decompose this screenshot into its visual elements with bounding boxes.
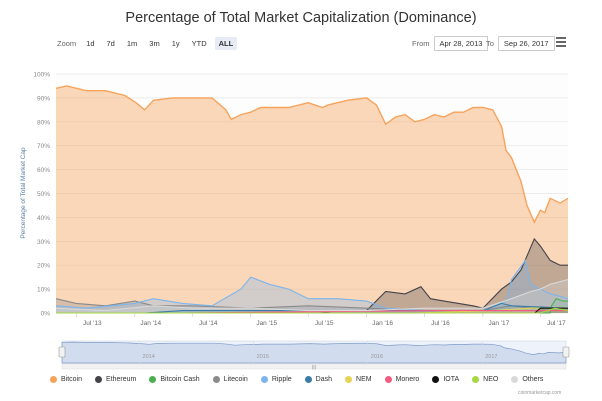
zoom-1m-button[interactable]: 1m — [126, 38, 138, 48]
y-tick-label: 30% — [37, 239, 50, 246]
legend-label: Bitcoin — [61, 376, 83, 383]
zoom-1y-button[interactable]: 1y — [171, 38, 180, 48]
range-to: To Sep 26, 2017 — [486, 35, 555, 51]
legend-item-neo[interactable]: NEO — [472, 376, 498, 383]
range-from-label: From — [412, 38, 430, 48]
legend-item-monero[interactable]: Monero — [384, 376, 420, 383]
y-tick-label: 40% — [37, 215, 50, 222]
legend-marker-icon — [50, 376, 57, 383]
zoom-3m-button[interactable]: 3m — [149, 38, 160, 48]
y-axis-ticks: 0% 10% 20% 30% 40% 50% 60% 70% 80% 90% 100% — [33, 72, 50, 318]
x-tick-label: Jan '16 — [372, 320, 393, 327]
zoom-label: Zoom — [57, 38, 77, 48]
navigator-label: 2016 — [371, 354, 383, 360]
navigator-right-handle[interactable] — [562, 346, 570, 358]
y-tick-label: 100% — [33, 72, 50, 79]
legend-marker-icon — [304, 376, 312, 383]
scrollbar-grip-icon: ||| — [312, 365, 316, 370]
area-litecoin — [56, 298, 568, 313]
legend-item-dash[interactable]: Dash — [304, 376, 333, 383]
y-axis-label: Percentage of Total Market Cap — [20, 147, 27, 239]
legend-item-litecoin[interactable]: Litecoin — [212, 376, 248, 383]
legend-label: NEO — [483, 376, 499, 383]
navigator-series — [61, 341, 567, 364]
line-ripple — [55, 259, 569, 312]
zoom-ytd-button[interactable]: YTD — [191, 38, 207, 48]
legend-label: NEM — [356, 376, 372, 383]
y-tick-label: 50% — [37, 191, 50, 198]
line-litecoin — [55, 298, 568, 312]
y-tick-label: 70% — [37, 143, 50, 150]
area-bitcoin — [56, 86, 568, 313]
legend-label: Bitcoin Cash — [160, 376, 200, 383]
legend-marker-icon — [432, 376, 440, 383]
grid-lines — [56, 73, 568, 314]
navigator-scrollbar[interactable] — [61, 363, 567, 370]
x-tick-label: Jul '15 — [315, 320, 334, 327]
legend-marker-icon — [149, 376, 157, 383]
navigator[interactable]: 2014 2015 2016 2017 ||| — [58, 340, 570, 370]
x-tick-label: Jan '17 — [488, 320, 509, 327]
legend-marker-icon — [384, 376, 392, 383]
legend-label: Dash — [315, 376, 333, 383]
legend-marker-icon — [472, 376, 480, 383]
legend-marker-icon — [511, 376, 519, 383]
navigator-label: 2015 — [257, 354, 269, 360]
navigator-label: 2017 — [485, 354, 497, 360]
y-tick-label: 20% — [37, 263, 50, 270]
legend-label: IOTA — [443, 376, 460, 383]
line-others — [55, 278, 569, 312]
zoom-controls: Zoom 1d 7d 1m 3m 1y YTD ALL — [57, 36, 241, 50]
legend-label: Litecoin — [223, 376, 248, 383]
legend: Bitcoin Ethereum Bitcoin Cash Litecoin Rippl… — [50, 376, 556, 383]
range-to-label: To — [486, 38, 494, 48]
series-areas — [56, 86, 568, 313]
navigator-left-handle[interactable] — [58, 346, 66, 358]
zoom-all-button[interactable]: ALL — [214, 36, 238, 50]
navigator-label: 2014 — [143, 354, 155, 360]
legend-label: Ripple — [271, 376, 292, 383]
legend-item-others[interactable]: Others — [511, 376, 543, 383]
legend-item-nem[interactable]: NEM — [345, 376, 372, 383]
y-tick-label: 80% — [37, 119, 50, 126]
x-tick-label: Jul '14 — [199, 320, 218, 327]
x-tick-label: Jul '13 — [83, 320, 102, 327]
x-axis-ticks: Jul '13 Jan '14 Jul '14 Jan '15 Jul '15 Jan '… — [75, 313, 566, 327]
x-tick-label: Jul '16 — [431, 320, 450, 327]
legend-item-ripple[interactable]: Ripple — [260, 376, 292, 383]
legend-item-bitcoin-cash[interactable]: Bitcoin Cash — [149, 376, 200, 383]
legend-item-bitcoin[interactable]: Bitcoin — [50, 376, 82, 383]
x-tick-label: Jul '17 — [547, 320, 566, 327]
y-tick-label: 10% — [37, 287, 50, 294]
legend-label: Monero — [395, 376, 420, 383]
series-lines — [55, 85, 569, 314]
legend-marker-icon — [95, 376, 103, 383]
line-bitcoin — [55, 85, 569, 224]
legend-marker-icon — [345, 376, 353, 383]
x-tick-label: Jan '14 — [140, 320, 161, 327]
chart-title: Percentage of Total Market Capitalizatio… — [125, 10, 477, 26]
legend-marker-icon — [260, 376, 268, 383]
line-neo — [56, 307, 569, 314]
y-tick-label: 0% — [41, 311, 51, 318]
legend-item-ethereum[interactable]: Ethereum — [95, 376, 136, 383]
legend-marker-icon — [212, 376, 220, 383]
range-to-input[interactable]: Sep 26, 2017 — [497, 35, 555, 51]
legend-label: Others — [522, 376, 544, 383]
hamburger-menu-icon[interactable] — [556, 37, 566, 47]
y-tick-label: 90% — [37, 95, 50, 102]
range-from-input[interactable]: Apr 28, 2013 — [433, 35, 489, 51]
zoom-7d-button[interactable]: 7d — [106, 38, 115, 48]
credit-text: coinmarketcap.com — [518, 390, 562, 396]
range-from: From Apr 28, 2013 — [412, 35, 489, 51]
area-ripple — [56, 260, 568, 313]
legend-item-iota[interactable]: IOTA — [432, 376, 459, 383]
y-tick-label: 60% — [37, 167, 50, 174]
x-tick-label: Jan '15 — [256, 320, 277, 327]
legend-label: Ethereum — [106, 376, 137, 383]
zoom-1d-button[interactable]: 1d — [86, 38, 95, 48]
area-others — [56, 279, 568, 313]
